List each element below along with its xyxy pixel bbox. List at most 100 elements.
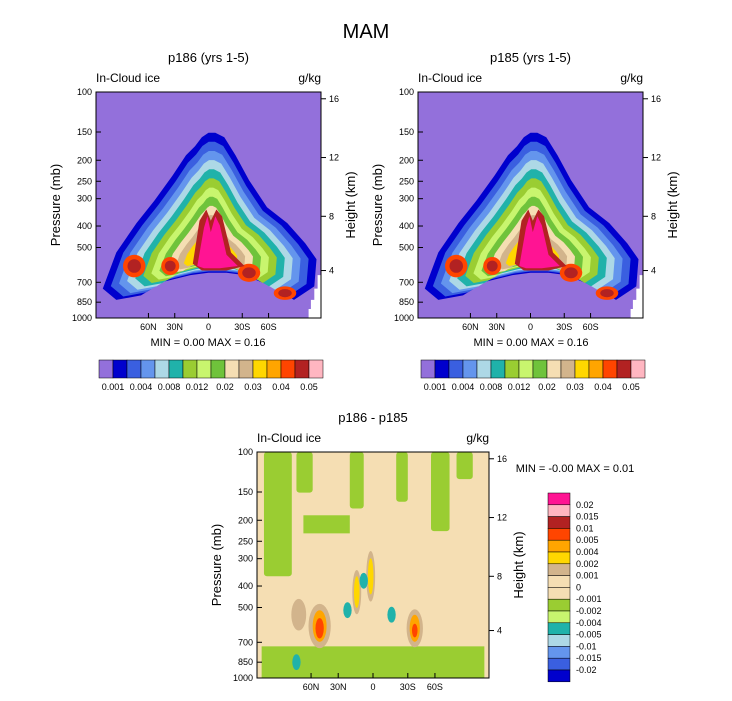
pressure-tick-label: 300: [399, 194, 414, 204]
pressure-tick-label: 100: [77, 87, 92, 97]
units-label: g/kg: [620, 71, 643, 85]
pressure-tick-label: 200: [399, 155, 414, 165]
colorbar-swatch: [224, 359, 240, 379]
contour-band: [296, 452, 313, 493]
colorbar-label: 0.004: [452, 382, 475, 392]
colorbar-swatch: [547, 610, 571, 624]
colorbar-label: 0.02: [576, 500, 594, 510]
colorbar-swatch: [560, 359, 576, 379]
lat-tick-label: 60S: [583, 322, 599, 332]
colorbar-swatch: [518, 359, 534, 379]
colorbar-label: 0.03: [566, 382, 584, 392]
colorbar-swatch: [574, 359, 590, 379]
panel-title: p186 (yrs 1-5): [168, 50, 249, 65]
variable-label: In-Cloud ice: [418, 71, 482, 85]
colorbar-label: 0.015: [576, 512, 599, 522]
pressure-tick-label: 700: [77, 277, 92, 287]
colorbar-label: 0.02: [538, 382, 556, 392]
colorbar-swatch: [547, 539, 571, 553]
contour-band: [387, 606, 396, 623]
height-tick-label: 12: [497, 513, 507, 523]
panel-1: p186 (yrs 1-5) In-Cloud ice g/kg 100 150 200 2…: [48, 50, 358, 392]
colorbar-swatch: [616, 359, 632, 379]
y-axis-label: Pressure (mb): [209, 524, 224, 606]
colorbar-label: -0.001: [576, 594, 602, 604]
pressure-tick-label: 500: [399, 242, 414, 252]
pressure-tick-label: 300: [238, 554, 253, 564]
lat-tick-label: 30S: [556, 322, 572, 332]
height-tick-label: 4: [651, 266, 656, 276]
height-tick-label: 16: [329, 94, 339, 104]
pressure-tick-label: 150: [399, 127, 414, 137]
units-label: g/kg: [466, 431, 489, 445]
panels: p186 (yrs 1-5) In-Cloud ice g/kg 100 150 200 2…: [48, 50, 680, 692]
colorbar-label: 0.05: [300, 382, 318, 392]
colorbar-swatch: [420, 359, 436, 379]
pressure-tick-label: 850: [77, 297, 92, 307]
colorbar-label: -0.002: [576, 606, 602, 616]
colorbar-label: 0.004: [130, 382, 153, 392]
height-tick-label: 16: [497, 454, 507, 464]
colorbar-swatch: [547, 646, 571, 659]
colorbar-swatch: [547, 504, 571, 517]
pressure-tick-label: 700: [399, 277, 414, 287]
contour-band: [278, 289, 292, 298]
colorbar-swatch: [602, 359, 618, 379]
y-axis-label: Pressure (mb): [48, 164, 63, 246]
colorbar-label: -0.02: [576, 665, 597, 675]
colorbar-label: 0.001: [102, 382, 125, 392]
colorbar-swatch: [448, 359, 464, 379]
contour-band: [315, 618, 324, 639]
colorbar-swatch: [154, 359, 170, 379]
lat-tick-label: 30N: [488, 322, 505, 332]
colorbar-label: 0.005: [576, 535, 599, 545]
lat-tick-label: 60N: [140, 322, 157, 332]
colorbar-label: -0.015: [576, 653, 602, 663]
lat-tick-label: 60S: [427, 682, 443, 692]
pressure-tick-label: 150: [77, 127, 92, 137]
contour-band: [600, 289, 614, 298]
colorbar-swatch: [546, 359, 562, 379]
colorbar-swatch: [476, 359, 492, 379]
contour-band: [164, 260, 176, 272]
contour-band: [396, 452, 408, 502]
height-tick-label: 4: [329, 266, 334, 276]
pressure-tick-label: 850: [238, 657, 253, 667]
colorbar-swatch: [547, 563, 571, 576]
colorbar-label: 0.008: [158, 382, 181, 392]
panel-3: p186 - p185 In-Cloud ice g/kg 100 150 200 250 3…: [209, 410, 634, 692]
contour-band: [486, 260, 498, 272]
terrain-mask: [630, 275, 643, 318]
colorbar-swatch: [547, 492, 571, 506]
colorbar-label: 0.001: [424, 382, 447, 392]
colorbar-label: 0.03: [244, 382, 262, 392]
contour-band: [564, 267, 578, 279]
colorbar-swatch: [547, 669, 571, 683]
height-tick-label: 12: [651, 153, 661, 163]
colorbar-swatch: [238, 359, 254, 379]
colorbar-label: 0.004: [576, 547, 599, 557]
contour-band: [367, 558, 374, 595]
colorbar-swatch: [98, 359, 114, 379]
colorbar-label: 0.001: [576, 571, 599, 581]
colorbar-label: -0.004: [576, 618, 602, 628]
height-tick-label: 16: [651, 94, 661, 104]
contour-band: [292, 654, 301, 671]
colorbar-label: 0.05: [622, 382, 640, 392]
pressure-tick-label: 250: [399, 176, 414, 186]
y2-axis-label: Height (km): [343, 171, 358, 238]
stats-label: MIN = -0.00 MAX = 0.01: [516, 463, 635, 475]
stats-label: MIN = 0.00 MAX = 0.16: [474, 337, 589, 349]
colorbar-swatch: [547, 598, 571, 612]
variable-label: In-Cloud ice: [257, 431, 321, 445]
pressure-tick-label: 100: [238, 447, 253, 457]
colorbar-label: 0.002: [576, 559, 599, 569]
colorbar-swatch: [547, 551, 571, 565]
colorbar-label: -0.005: [576, 630, 602, 640]
pressure-tick-label: 300: [77, 194, 92, 204]
colorbar-label: 0.04: [272, 382, 290, 392]
lat-tick-label: 30S: [234, 322, 250, 332]
colorbar-label: 0.012: [508, 382, 531, 392]
